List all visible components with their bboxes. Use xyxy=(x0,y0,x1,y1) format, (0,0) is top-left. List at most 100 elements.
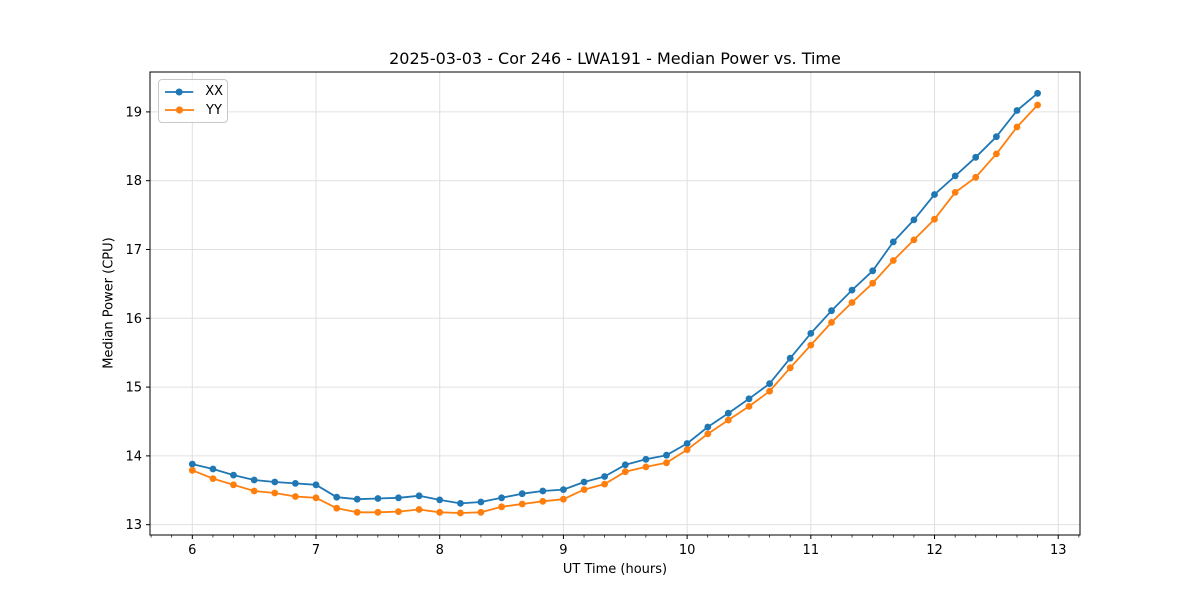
data-point-xx xyxy=(951,172,959,180)
legend-item-xx: XX xyxy=(163,83,223,101)
data-point-xx xyxy=(395,494,402,502)
data-point-yy xyxy=(395,508,402,515)
data-point-yy xyxy=(931,215,938,223)
x-tick-label: 11 xyxy=(803,543,820,558)
data-point-yy xyxy=(436,508,444,516)
data-point-xx xyxy=(271,478,279,486)
data-point-yy xyxy=(1034,101,1041,109)
data-point-yy xyxy=(869,279,877,287)
y-tick-label: 13 xyxy=(125,518,142,533)
data-point-yy xyxy=(312,494,320,502)
data-point-yy xyxy=(972,173,980,181)
data-point-yy xyxy=(601,480,608,488)
data-point-xx xyxy=(828,307,835,315)
data-point-yy xyxy=(848,299,856,306)
data-point-xx xyxy=(766,380,773,387)
y-tick-label: 17 xyxy=(125,243,142,258)
data-point-yy xyxy=(250,487,258,495)
data-point-xx xyxy=(889,238,897,246)
data-point-xx xyxy=(993,133,1000,141)
y-tick-label: 14 xyxy=(125,449,142,464)
x-tick-label: 8 xyxy=(436,543,444,558)
y-tick-label: 15 xyxy=(125,381,142,396)
data-point-xx xyxy=(250,476,258,484)
data-point-xx xyxy=(209,465,217,473)
data-point-xx xyxy=(477,498,485,506)
data-point-yy xyxy=(333,504,341,512)
data-point-yy xyxy=(683,446,691,454)
data-point-yy xyxy=(580,486,588,493)
data-point-xx xyxy=(848,286,856,294)
data-point-xx xyxy=(642,455,650,463)
data-point-xx xyxy=(539,487,547,495)
data-point-xx xyxy=(869,267,877,275)
data-point-xx xyxy=(683,440,691,447)
legend-item-yy: YY xyxy=(163,101,223,119)
data-point-xx xyxy=(601,473,608,480)
data-point-xx xyxy=(498,494,505,502)
data-point-xx xyxy=(745,395,753,403)
x-tick-label: 9 xyxy=(559,543,567,558)
data-point-xx xyxy=(560,486,567,493)
data-point-xx xyxy=(230,471,237,479)
data-point-yy xyxy=(951,189,959,196)
data-point-xx xyxy=(436,496,444,504)
legend-swatch-xx xyxy=(164,88,194,96)
data-point-xx xyxy=(910,216,918,224)
data-point-yy xyxy=(415,506,423,513)
data-point-xx xyxy=(807,330,815,337)
data-point-xx xyxy=(312,481,320,489)
legend-swatch-yy xyxy=(165,106,194,114)
data-point-xx xyxy=(292,480,299,487)
data-point-yy xyxy=(539,497,547,505)
data-point-yy xyxy=(292,493,299,500)
series-line-yy xyxy=(191,104,1039,514)
data-point-yy xyxy=(457,509,464,517)
y-axis-label: Median Power (CPU) xyxy=(101,237,117,369)
data-point-yy xyxy=(188,466,196,474)
data-point-xx xyxy=(931,191,938,198)
x-tick-label: 6 xyxy=(188,543,196,558)
data-point-yy xyxy=(271,489,279,497)
x-tick-label: 7 xyxy=(312,543,320,558)
data-point-xx xyxy=(188,460,196,468)
x-tick-label: 13 xyxy=(1050,543,1067,558)
series-line-xx xyxy=(192,92,1039,505)
legend-label-yy: YY xyxy=(206,102,222,118)
data-point-yy xyxy=(1013,123,1021,131)
data-point-xx xyxy=(1034,89,1041,97)
data-point-xx xyxy=(415,492,423,500)
plot-border xyxy=(149,71,1081,536)
data-point-xx xyxy=(1013,107,1021,114)
y-tick-label: 18 xyxy=(125,174,142,189)
data-point-yy xyxy=(910,236,918,244)
data-point-yy xyxy=(621,468,629,476)
data-point-yy xyxy=(724,416,732,424)
legend: XX YY xyxy=(158,79,228,123)
data-point-xx xyxy=(374,495,382,502)
data-point-yy xyxy=(477,508,485,516)
legend-label-xx: XX xyxy=(205,84,223,100)
data-point-yy xyxy=(766,387,773,395)
data-point-xx xyxy=(724,409,732,417)
data-point-xx xyxy=(786,354,794,362)
data-point-xx xyxy=(353,495,361,503)
data-point-xx xyxy=(972,153,980,161)
data-point-yy xyxy=(230,481,237,489)
data-point-xx xyxy=(518,490,526,498)
data-point-yy xyxy=(704,430,712,438)
data-point-yy xyxy=(745,403,753,410)
data-point-yy xyxy=(642,463,650,471)
x-axis-label: UT Time (hours) xyxy=(562,562,668,577)
data-point-yy xyxy=(374,508,382,516)
data-point-xx xyxy=(580,478,588,486)
data-point-yy xyxy=(889,257,897,264)
data-point-yy xyxy=(828,319,835,326)
data-point-xx xyxy=(333,493,341,501)
legend-marker-icon xyxy=(175,106,184,114)
y-tick-label: 19 xyxy=(125,105,142,120)
data-point-yy xyxy=(209,475,217,482)
data-point-yy xyxy=(518,500,526,508)
